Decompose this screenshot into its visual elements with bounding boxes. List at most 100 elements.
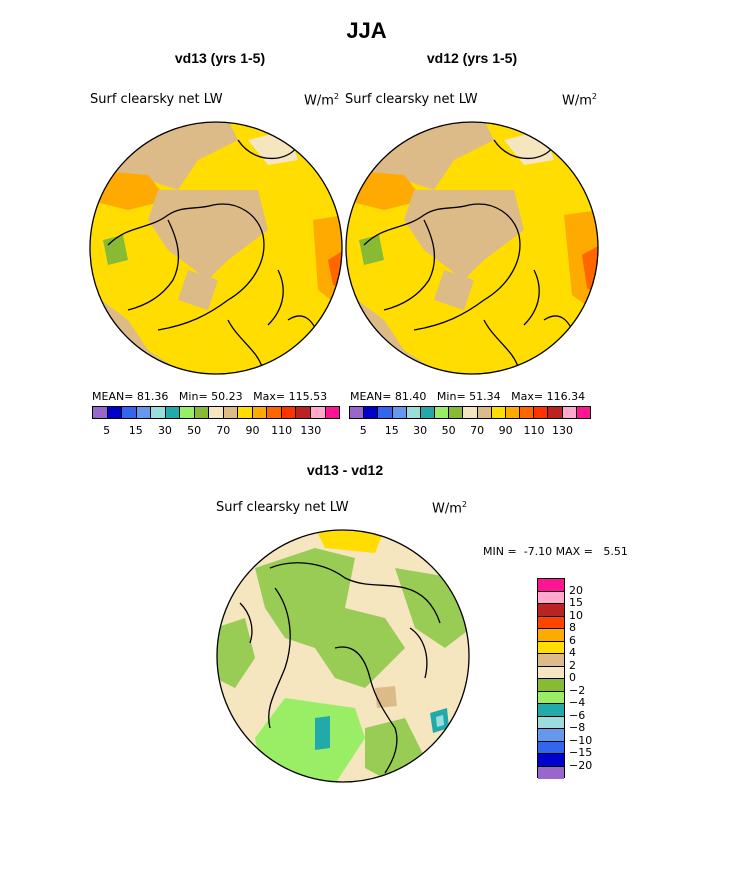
diff-green-center bbox=[255, 548, 405, 688]
colorbar-tick-label: 90 bbox=[498, 424, 513, 437]
diff-lightblue-east bbox=[436, 715, 444, 727]
diff-colorbar-swatch bbox=[538, 691, 564, 704]
colorbar-tick-label: 15 bbox=[384, 424, 399, 437]
colorbar-swatch bbox=[505, 407, 521, 418]
colorbar-tick-label: 110 bbox=[523, 424, 545, 437]
diff-colorbar-ticks: 20 15 10 8 6 4 2 0 −2 −4 −6 −8 −10 −15 −20 bbox=[569, 578, 629, 778]
diff-colorbar-swatch bbox=[538, 754, 564, 767]
colorbar-swatch bbox=[534, 407, 549, 418]
colorbar-swatch bbox=[548, 407, 563, 418]
diff-var-label: Surf clearsky net LW bbox=[216, 500, 349, 515]
diff-colorbar-swatch bbox=[538, 679, 564, 692]
diff-colorbar-tick-label: −6 bbox=[569, 708, 586, 722]
colorbar-tick-label: 15 bbox=[128, 424, 143, 437]
diff-yellow-north bbox=[315, 530, 385, 553]
panel2-land-patch bbox=[434, 270, 474, 310]
diff-colorbar-swatch bbox=[538, 591, 564, 604]
colorbar-tick-label: 130 bbox=[552, 424, 574, 437]
colorbar-tick-label: 30 bbox=[157, 424, 172, 437]
panel2-units: W/m2 bbox=[562, 92, 597, 109]
panel1-colorbar-ticks: 5 15 30 50 70 90 110 130 bbox=[92, 424, 340, 438]
colorbar-swatch bbox=[420, 407, 436, 418]
panel2-colorbar bbox=[349, 406, 591, 419]
colorbar-swatch bbox=[463, 407, 478, 418]
panel2-stats: MEAN= 81.40 Min= 51.34 Max= 116.34 bbox=[350, 390, 586, 403]
colorbar-tick-label: 50 bbox=[187, 424, 202, 437]
diff-map-border bbox=[216, 529, 470, 783]
colorbar-swatch bbox=[491, 407, 506, 418]
diff-colorbar bbox=[537, 578, 565, 779]
diff-min-max: MIN = -7.10 MAX = 5.51 bbox=[483, 545, 628, 558]
diff-polar-map bbox=[216, 529, 470, 783]
panel1-stats: MEAN= 81.36 Min= 50.23 Max= 115.53 bbox=[92, 390, 328, 403]
diff-colorbar-swatch bbox=[538, 629, 564, 642]
diff-colorbar-tick-label: −4 bbox=[569, 696, 586, 709]
colorbar-tick-label: 5 bbox=[359, 424, 367, 437]
diff-colorbar-tick-label: −10 bbox=[569, 733, 593, 747]
diff-colorbar-tick-label: 10 bbox=[569, 608, 583, 622]
diff-colorbar-swatch bbox=[538, 766, 564, 779]
diff-colorbar-swatch bbox=[538, 741, 564, 754]
diff-colorbar-tick-label: −20 bbox=[569, 758, 593, 772]
panel2-title: vd12 (yrs 1-5) bbox=[426, 50, 518, 66]
colorbar-swatch bbox=[310, 407, 326, 418]
colorbar-swatch bbox=[165, 407, 181, 418]
panel2-coastlines bbox=[363, 131, 575, 371]
colorbar-swatch bbox=[435, 407, 450, 418]
colorbar-tick-label: 90 bbox=[245, 424, 260, 437]
colorbar-swatch bbox=[93, 407, 108, 418]
panel1-land-patch bbox=[178, 270, 218, 310]
diff-colorbar-tick-label: 0 bbox=[569, 671, 576, 684]
diff-colorbar-tick-label: 2 bbox=[569, 658, 576, 672]
diff-colorbar-tick-label: −15 bbox=[569, 746, 593, 759]
colorbar-tick-label: 50 bbox=[441, 424, 456, 437]
colorbar-tick-label: 70 bbox=[216, 424, 231, 437]
panel1-var-label: Surf clearsky net LW bbox=[90, 92, 223, 107]
diff-title: vd13 - vd12 bbox=[306, 462, 384, 478]
colorbar-tick-label: 70 bbox=[470, 424, 485, 437]
panel1-title: vd13 (yrs 1-5) bbox=[174, 50, 266, 66]
diff-colorbar-tick-label: 20 bbox=[569, 583, 583, 597]
colorbar-swatch bbox=[194, 407, 210, 418]
colorbar-tick-label: 130 bbox=[300, 424, 322, 437]
panel2-colorbar-ticks: 5 15 30 50 70 90 110 130 bbox=[349, 424, 591, 438]
diff-colorbar-swatch bbox=[538, 579, 564, 592]
diff-colorbar-swatch bbox=[538, 666, 564, 679]
diff-colorbar-tick-label: 15 bbox=[569, 596, 583, 609]
panel1-green-patch bbox=[103, 235, 128, 265]
colorbar-swatch bbox=[364, 407, 379, 418]
colorbar-swatch bbox=[238, 407, 253, 418]
colorbar-tick-label: 5 bbox=[103, 424, 111, 437]
colorbar-swatch bbox=[296, 407, 311, 418]
colorbar-tick-label: 30 bbox=[413, 424, 428, 437]
diff-colorbar-swatch bbox=[538, 729, 564, 742]
diff-colorbar-tick-label: 8 bbox=[569, 621, 576, 634]
colorbar-swatch bbox=[107, 407, 123, 418]
diff-colorbar-swatch bbox=[538, 616, 564, 629]
diff-colorbar-swatch bbox=[538, 654, 564, 667]
colorbar-swatch bbox=[378, 407, 393, 418]
colorbar-swatch bbox=[267, 407, 282, 418]
panel1-colorbar bbox=[92, 406, 340, 419]
diff-green-west bbox=[217, 618, 255, 688]
colorbar-swatch bbox=[223, 407, 239, 418]
diff-tan-patch bbox=[375, 686, 397, 708]
colorbar-swatch bbox=[576, 407, 590, 418]
colorbar-swatch bbox=[562, 407, 577, 418]
diff-teal-south bbox=[315, 716, 330, 750]
panel1-units: W/m2 bbox=[304, 92, 339, 109]
diff-colorbar-tick-label: −8 bbox=[569, 721, 586, 734]
panel2-map-border bbox=[345, 121, 599, 375]
figure-title: JJA bbox=[346, 18, 387, 43]
diff-colorbar-swatch bbox=[538, 704, 564, 717]
colorbar-swatch bbox=[209, 407, 224, 418]
colorbar-swatch bbox=[520, 407, 535, 418]
colorbar-swatch bbox=[350, 407, 365, 418]
colorbar-swatch bbox=[406, 407, 421, 418]
colorbar-swatch bbox=[477, 407, 492, 418]
panel1-polar-map bbox=[89, 121, 343, 375]
colorbar-swatch bbox=[136, 407, 152, 418]
colorbar-swatch bbox=[392, 407, 407, 418]
diff-colorbar-tick-label: 4 bbox=[569, 646, 576, 659]
panel2-polar-map bbox=[345, 121, 599, 375]
